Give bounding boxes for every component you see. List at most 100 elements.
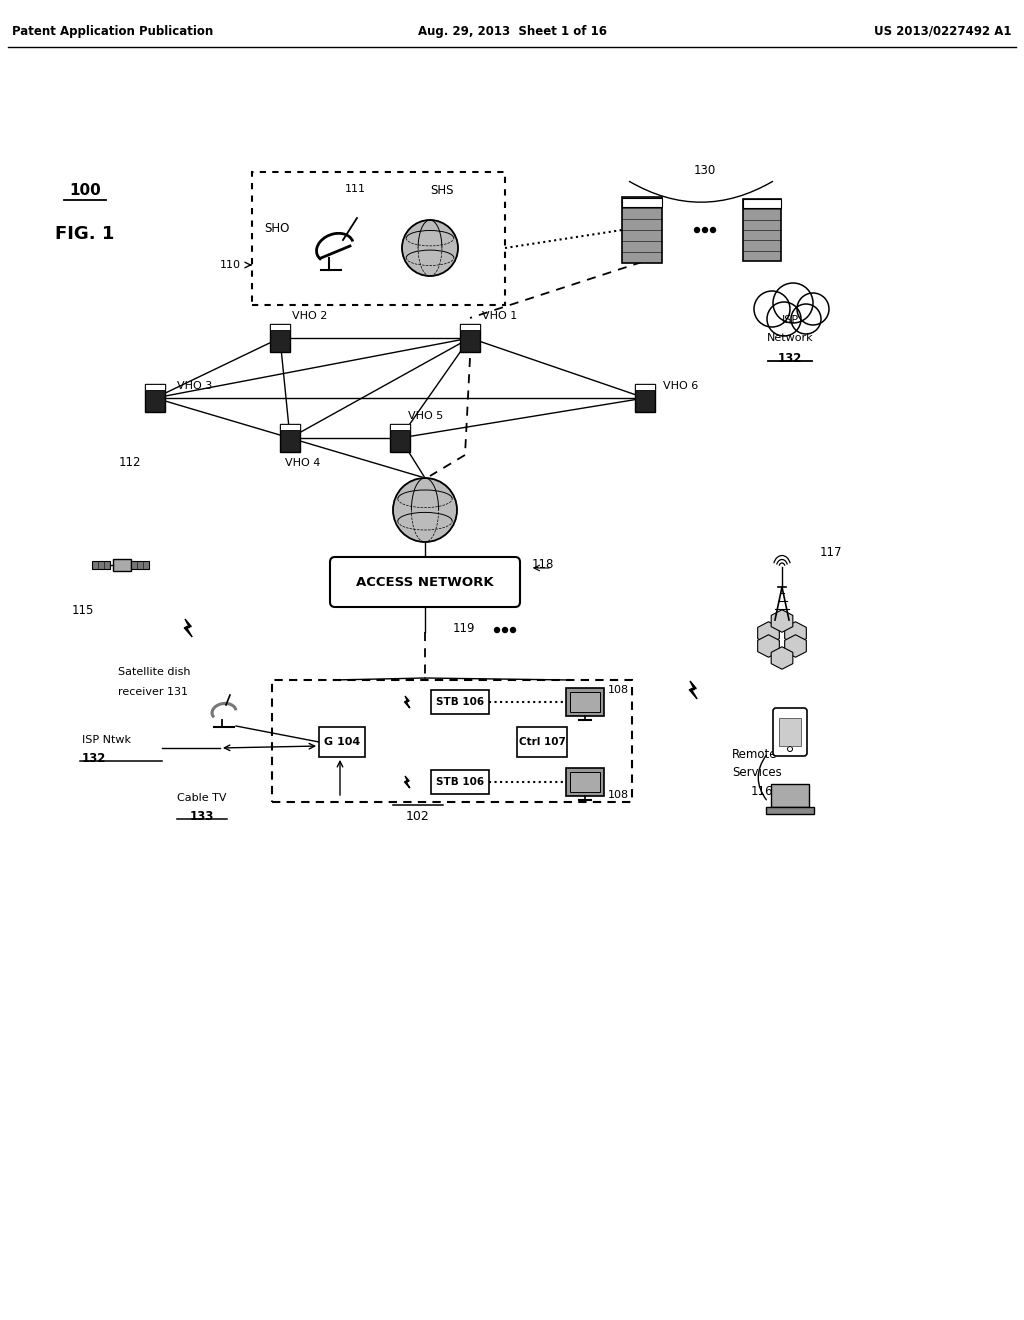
FancyBboxPatch shape	[743, 199, 781, 209]
Text: 111: 111	[344, 183, 366, 194]
Circle shape	[787, 747, 793, 751]
Circle shape	[503, 627, 508, 632]
Text: 118: 118	[532, 558, 554, 572]
Polygon shape	[771, 647, 793, 669]
Text: Network: Network	[767, 333, 813, 343]
Text: Ctrl 107: Ctrl 107	[518, 737, 565, 747]
Text: VHO 5: VHO 5	[408, 411, 443, 421]
Circle shape	[511, 627, 515, 632]
FancyBboxPatch shape	[517, 727, 567, 756]
FancyBboxPatch shape	[570, 692, 600, 711]
Bar	[92, 561, 110, 569]
Polygon shape	[758, 635, 779, 657]
FancyBboxPatch shape	[460, 323, 480, 330]
Circle shape	[393, 478, 457, 543]
FancyBboxPatch shape	[570, 772, 600, 792]
FancyBboxPatch shape	[281, 424, 300, 430]
Text: Cable TV: Cable TV	[177, 793, 226, 803]
Circle shape	[702, 227, 708, 232]
Text: VHO 3: VHO 3	[177, 381, 212, 391]
Text: 130: 130	[694, 164, 716, 177]
FancyBboxPatch shape	[270, 323, 290, 330]
Text: receiver 131: receiver 131	[118, 686, 188, 697]
FancyBboxPatch shape	[431, 770, 489, 795]
Text: 119: 119	[453, 622, 475, 635]
FancyBboxPatch shape	[566, 688, 604, 715]
Circle shape	[540, 739, 545, 744]
Text: 117: 117	[820, 545, 843, 558]
FancyBboxPatch shape	[566, 768, 604, 796]
Text: 110: 110	[220, 260, 241, 271]
Text: SHS: SHS	[430, 183, 454, 197]
FancyBboxPatch shape	[773, 708, 807, 756]
Polygon shape	[689, 681, 697, 700]
FancyBboxPatch shape	[145, 384, 165, 412]
Circle shape	[754, 290, 790, 327]
FancyBboxPatch shape	[281, 424, 300, 453]
Text: Services: Services	[732, 767, 781, 780]
Text: 132: 132	[778, 351, 802, 364]
FancyBboxPatch shape	[779, 718, 801, 746]
FancyBboxPatch shape	[431, 690, 489, 714]
Polygon shape	[758, 622, 779, 644]
FancyBboxPatch shape	[145, 384, 165, 389]
Text: 116: 116	[751, 785, 773, 799]
Text: STB 106: STB 106	[436, 777, 484, 787]
Text: VHO 6: VHO 6	[663, 381, 698, 391]
Circle shape	[547, 739, 553, 744]
Text: 133: 133	[189, 809, 214, 822]
FancyBboxPatch shape	[319, 727, 365, 756]
Polygon shape	[404, 696, 410, 708]
FancyBboxPatch shape	[460, 323, 480, 352]
Text: 100: 100	[70, 183, 101, 198]
Text: Satellite dish: Satellite dish	[118, 667, 190, 677]
FancyBboxPatch shape	[390, 424, 410, 430]
Circle shape	[694, 227, 699, 232]
Bar	[131, 561, 150, 569]
Polygon shape	[784, 622, 806, 644]
FancyBboxPatch shape	[635, 384, 655, 412]
Polygon shape	[184, 619, 193, 638]
Text: VHO 1: VHO 1	[482, 312, 517, 321]
FancyBboxPatch shape	[635, 384, 655, 389]
Text: G 104: G 104	[324, 737, 360, 747]
FancyBboxPatch shape	[622, 198, 662, 207]
Text: 102: 102	[407, 810, 430, 822]
Text: FIG. 1: FIG. 1	[55, 224, 115, 243]
Bar	[113, 558, 131, 572]
Text: VHS: VHS	[413, 562, 437, 576]
Circle shape	[791, 304, 821, 334]
Text: STB 106: STB 106	[436, 697, 484, 708]
FancyBboxPatch shape	[622, 198, 662, 263]
Polygon shape	[404, 776, 410, 788]
Text: Aug. 29, 2013  Sheet 1 of 16: Aug. 29, 2013 Sheet 1 of 16	[418, 25, 606, 38]
Text: SHO: SHO	[264, 222, 290, 235]
Polygon shape	[771, 610, 793, 632]
FancyBboxPatch shape	[771, 784, 809, 807]
Text: ISP Ntwk: ISP Ntwk	[82, 735, 131, 744]
Circle shape	[773, 282, 813, 323]
FancyBboxPatch shape	[743, 199, 781, 261]
Text: ISP: ISP	[781, 315, 799, 325]
Circle shape	[711, 227, 716, 232]
FancyBboxPatch shape	[270, 323, 290, 352]
Text: Patent Application Publication: Patent Application Publication	[12, 25, 213, 38]
Polygon shape	[784, 635, 806, 657]
Text: 114: 114	[395, 508, 418, 521]
Circle shape	[402, 220, 458, 276]
FancyBboxPatch shape	[390, 424, 410, 453]
Circle shape	[531, 739, 537, 744]
FancyBboxPatch shape	[330, 557, 520, 607]
Circle shape	[767, 302, 801, 337]
Circle shape	[495, 627, 500, 632]
Text: Remote: Remote	[732, 748, 777, 762]
Text: 108: 108	[608, 685, 629, 696]
Text: 132: 132	[82, 751, 106, 764]
Circle shape	[797, 293, 829, 325]
Text: VHO 2: VHO 2	[292, 312, 328, 321]
Text: VHO 4: VHO 4	[285, 458, 321, 469]
Text: 115: 115	[72, 603, 94, 616]
Text: 112: 112	[119, 455, 141, 469]
Text: 108: 108	[608, 789, 629, 800]
Text: ACCESS NETWORK: ACCESS NETWORK	[356, 576, 494, 589]
